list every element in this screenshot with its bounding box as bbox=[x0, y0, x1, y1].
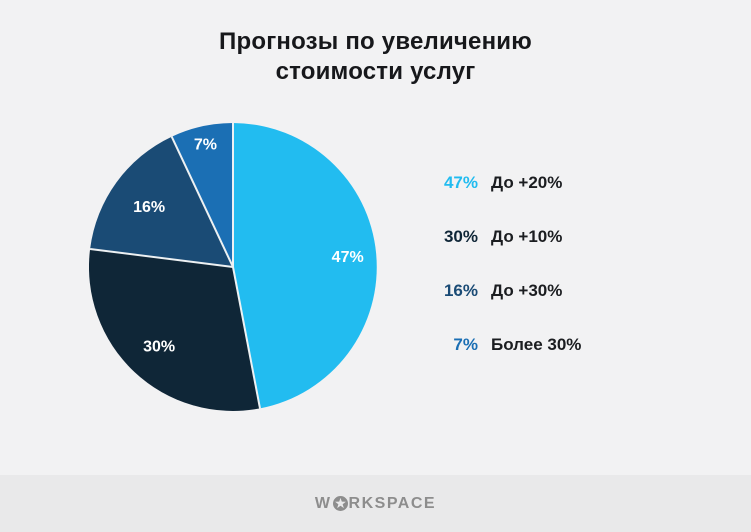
pie-slice-label: 7% bbox=[194, 136, 217, 153]
pie-slice-16% bbox=[90, 136, 233, 267]
legend: 47% До +20% 30% До +10% 16% До +30% 7% Б… bbox=[432, 173, 581, 355]
legend-label: До +20% bbox=[491, 173, 563, 192]
pie-slice-30% bbox=[89, 249, 260, 411]
pie-slice-label: 30% bbox=[143, 339, 175, 356]
pie-chart: 47% 30% 16% 7% bbox=[89, 123, 377, 411]
legend-row: 47% До +20% bbox=[432, 173, 581, 193]
workspace-logo: W RKSPACE bbox=[315, 495, 436, 513]
logo-text-prefix: W bbox=[314, 494, 332, 512]
pie-chart-container: 47% 30% 16% 7% bbox=[89, 123, 377, 411]
footer-band: W RKSPACE bbox=[0, 475, 751, 532]
page-title-line1: Прогнозы по увеличению bbox=[219, 28, 532, 55]
slice-separator bbox=[232, 266, 261, 409]
legend-percent: 16% bbox=[443, 281, 478, 300]
legend-label: До +30% bbox=[491, 281, 563, 300]
legend-row: 16% До +30% bbox=[432, 281, 581, 301]
legend-row: 7% Более 30% bbox=[432, 335, 581, 355]
pie-slice-7% bbox=[171, 123, 233, 267]
slice-separator bbox=[89, 248, 234, 268]
logo-text-suffix: RKSPACE bbox=[348, 494, 437, 512]
page-title: Прогнозы по увеличению стоимости услуг bbox=[0, 27, 751, 87]
legend-label: До +10% bbox=[491, 227, 563, 246]
pie-slice-label: 16% bbox=[133, 199, 165, 216]
star-in-circle-icon bbox=[332, 496, 348, 511]
slice-separator bbox=[170, 136, 234, 268]
legend-percent: 7% bbox=[453, 335, 478, 354]
pie-slice-label: 47% bbox=[332, 249, 364, 266]
pie-slice-47% bbox=[233, 123, 377, 409]
page-title-line2: стоимости услуг bbox=[275, 58, 476, 85]
legend-row: 30% До +10% bbox=[432, 227, 581, 247]
legend-label: Более 30% bbox=[491, 335, 582, 354]
legend-percent: 47% bbox=[443, 173, 478, 192]
legend-percent: 30% bbox=[443, 227, 478, 246]
